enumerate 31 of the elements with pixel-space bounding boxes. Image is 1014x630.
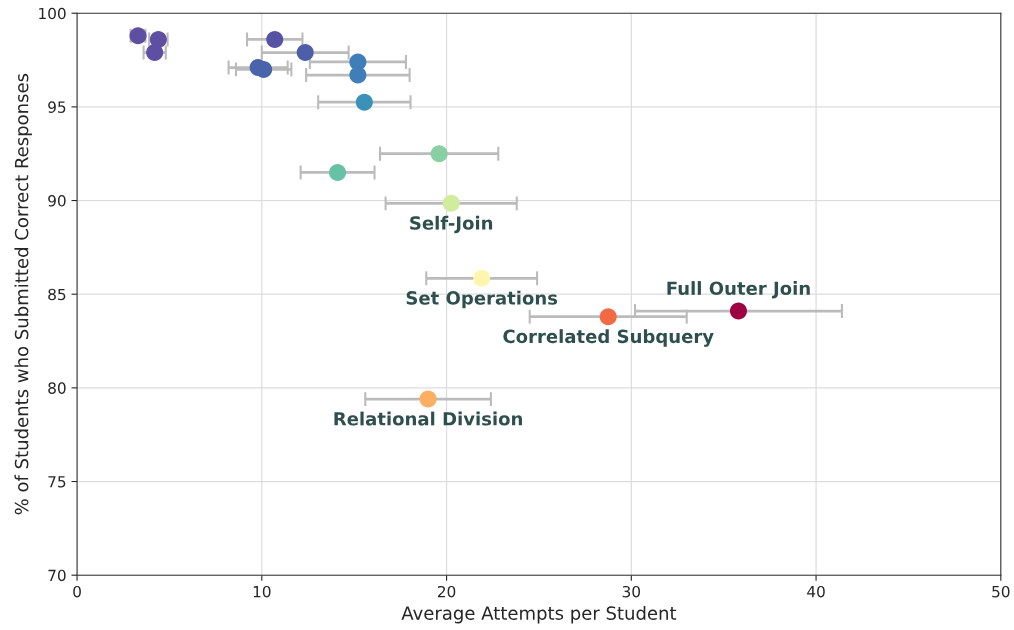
point <box>430 145 448 163</box>
y-tick-label: 90 <box>48 195 66 207</box>
x-tick-label: 40 <box>807 585 825 598</box>
point <box>473 269 491 287</box>
x-tick-label: 50 <box>992 585 1010 598</box>
y-tick-label: 85 <box>48 288 66 301</box>
point <box>266 30 284 48</box>
y-tick-label: 95 <box>48 101 66 113</box>
x-tick-label: 20 <box>437 585 456 598</box>
y-tick-label: 80 <box>48 382 66 394</box>
point <box>296 44 314 62</box>
annotation: Self-Join <box>410 215 493 234</box>
point <box>355 93 373 111</box>
y-axis-title: % of Students who Submitted Correct Responses <box>14 73 32 515</box>
point <box>442 194 460 212</box>
annotation: Correlated Subquery <box>503 329 714 347</box>
point <box>729 302 747 320</box>
point <box>349 66 367 84</box>
point <box>419 390 437 408</box>
x-tick-label: 0 <box>73 585 81 598</box>
point <box>329 163 347 181</box>
x-tick-label: 10 <box>253 585 271 598</box>
y-tick-label: 100 <box>39 7 66 20</box>
annotation: Full Outer Join <box>667 281 810 299</box>
annotation: Set Operations <box>406 290 558 309</box>
x-tick-label: 30 <box>622 585 641 598</box>
annotation: Relational Division <box>334 411 522 426</box>
x-axis-title: Average Attempts per Student <box>401 605 677 624</box>
point <box>599 308 617 326</box>
y-tick-label: 70 <box>48 569 66 582</box>
y-tick-label: 75 <box>48 476 66 488</box>
